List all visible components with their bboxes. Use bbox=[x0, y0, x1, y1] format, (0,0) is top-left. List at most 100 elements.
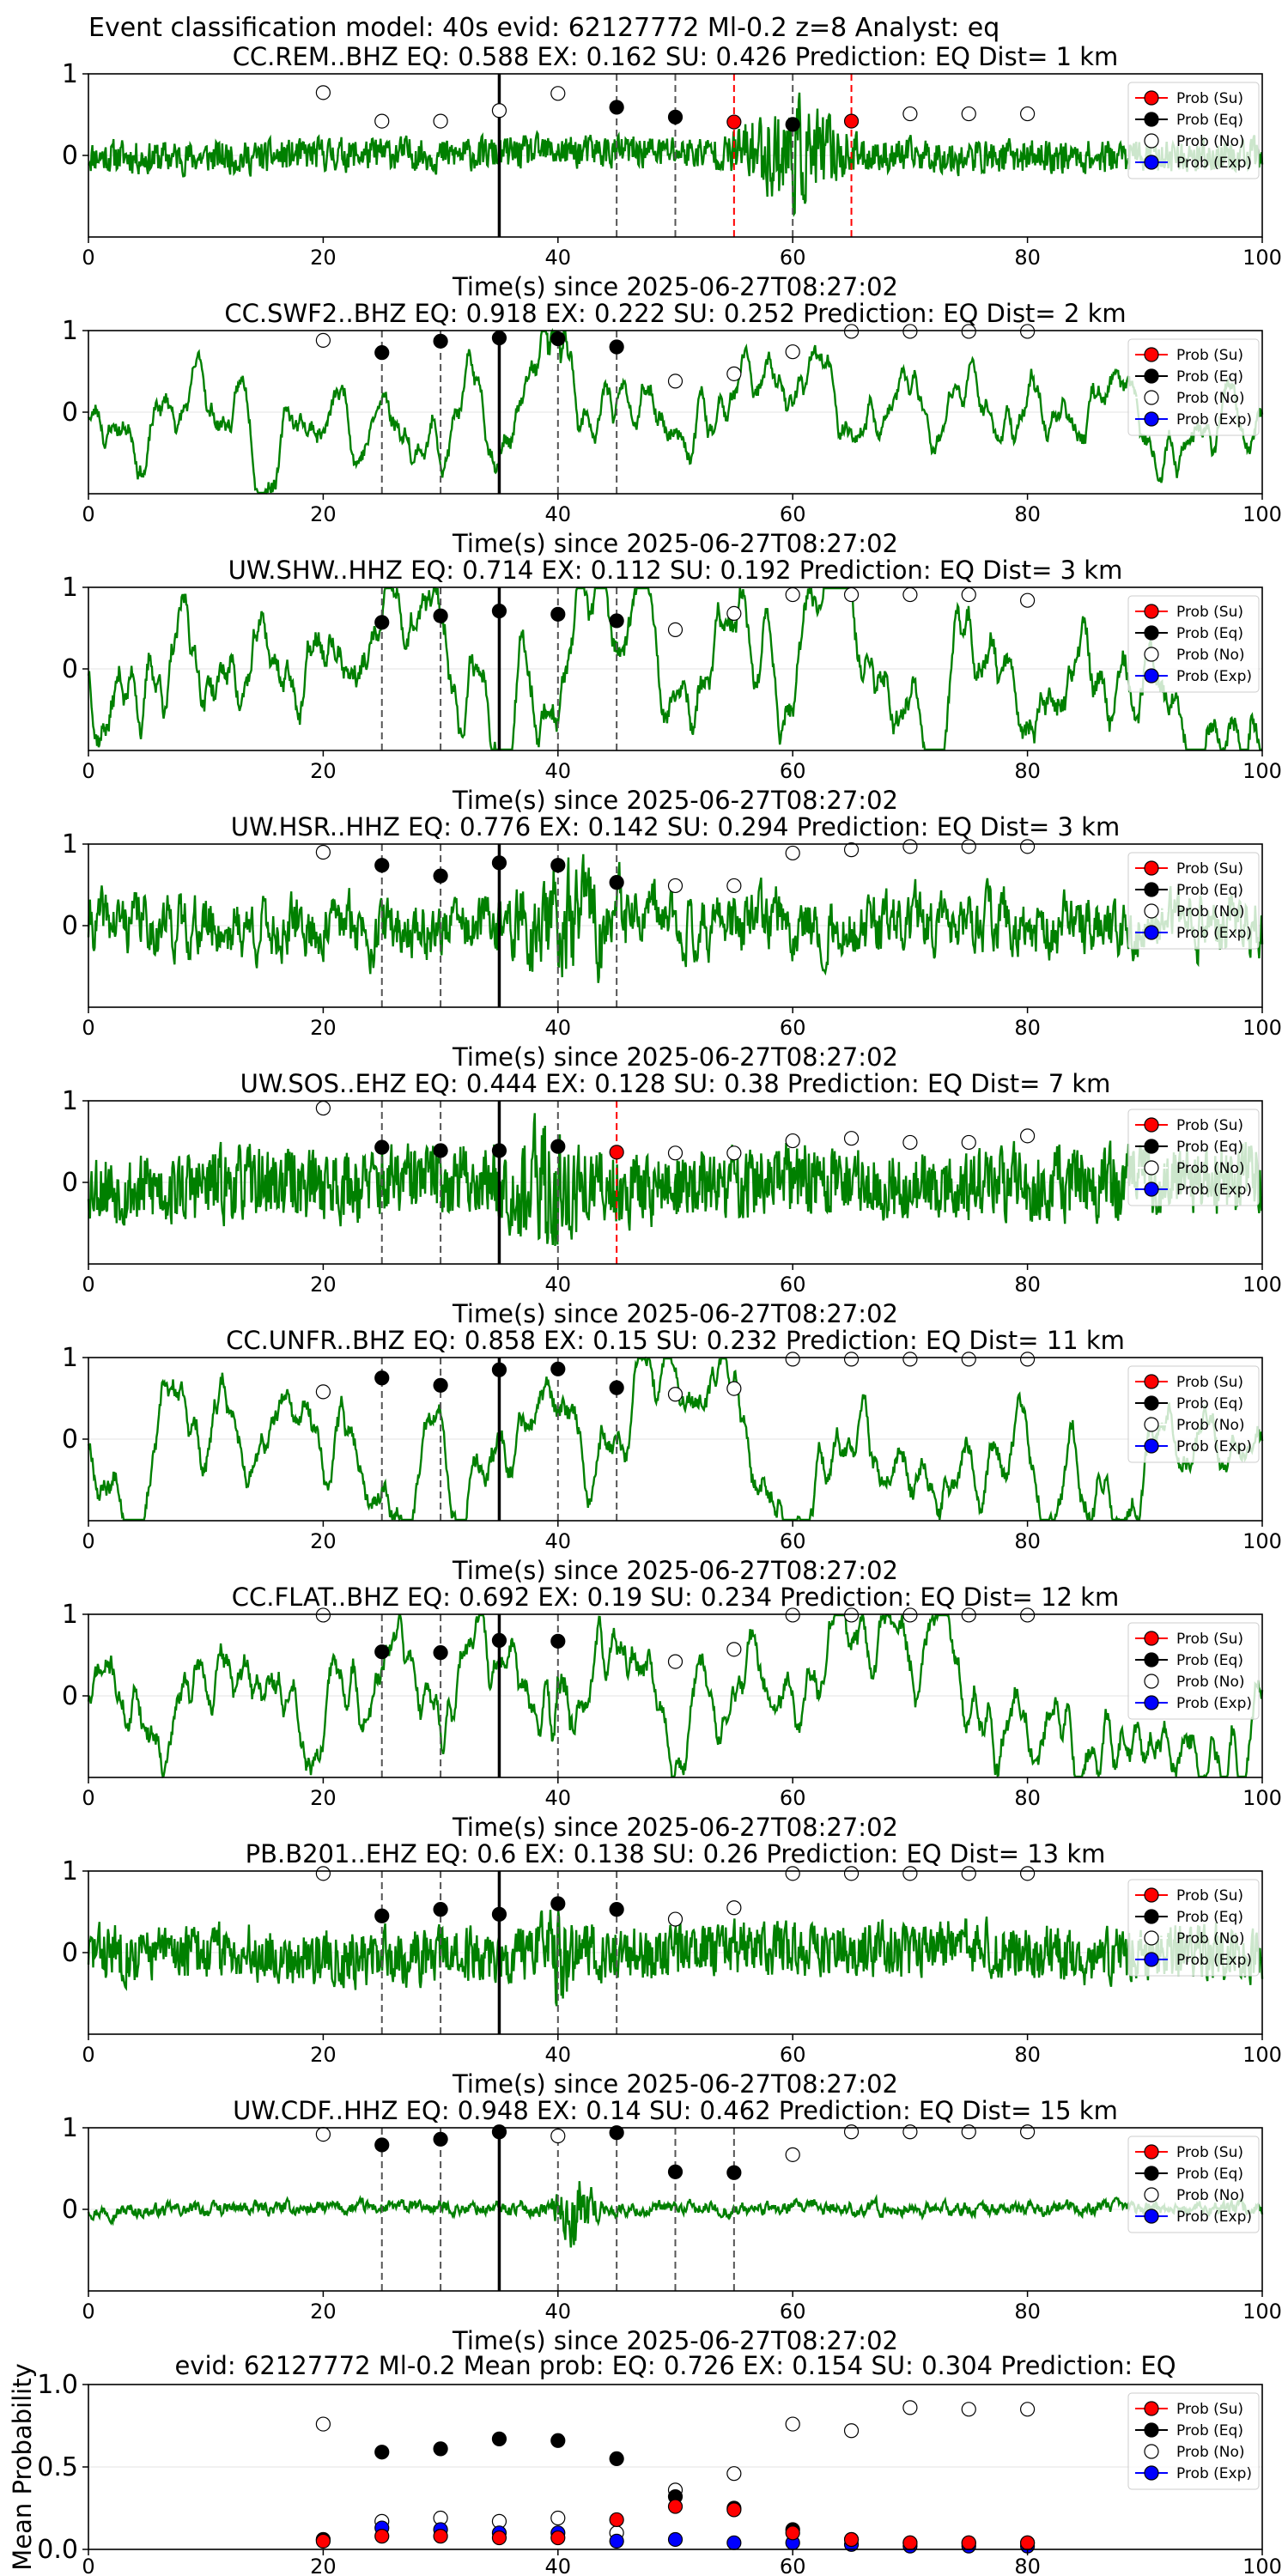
prob-eq-point bbox=[550, 1139, 566, 1154]
legend-box bbox=[1127, 1622, 1260, 1720]
legend-label: Prob (Exp) bbox=[1176, 1438, 1252, 1455]
prob-eq-point bbox=[374, 615, 390, 630]
y-tick-label: 0 bbox=[62, 141, 78, 171]
prob-no-point bbox=[1019, 2124, 1036, 2140]
prob-su-point bbox=[843, 113, 860, 129]
y-tick-label: 1 bbox=[62, 1086, 78, 1116]
prob-no-point bbox=[785, 1352, 800, 1367]
prob-no-point bbox=[726, 1145, 742, 1161]
prob-no-point bbox=[550, 2128, 566, 2144]
x-tick-label: 80 bbox=[1014, 759, 1041, 783]
x-tick-label: 0 bbox=[82, 1786, 94, 1810]
prob-no-point bbox=[374, 113, 390, 129]
prob-eq-point bbox=[374, 1370, 390, 1386]
panel-UW.CDF..HHZ: 0 20 40 60 80 100 1 0 UW.CDF..HHZ EQ: 0.948 EX: … bbox=[62, 2096, 1282, 2355]
panel-title: UW.SOS..EHZ EQ: 0.444 EX: 0.128 SU: 0.38… bbox=[240, 1069, 1111, 1098]
legend-marker bbox=[1144, 1117, 1159, 1133]
legend-label: Prob (Exp) bbox=[1176, 2465, 1252, 2482]
legend-label: Prob (No) bbox=[1176, 1674, 1245, 1691]
mean-point-prob-su- bbox=[902, 2535, 918, 2550]
panel-title: UW.HSR..HHZ EQ: 0.776 EX: 0.142 SU: 0.29… bbox=[231, 812, 1120, 841]
prob-no-point bbox=[843, 586, 860, 603]
prob-no-point bbox=[902, 1866, 918, 1881]
prob-eq-point bbox=[550, 1633, 566, 1649]
prob-no-point bbox=[1019, 1607, 1036, 1623]
prob-no-point bbox=[902, 586, 918, 603]
x-axis-label: Time(s) since 2025-06-27T08:27:02 bbox=[452, 1299, 898, 1328]
mean-point-prob-eq- bbox=[374, 2445, 390, 2460]
legend-box bbox=[1127, 338, 1260, 436]
prob-eq-point bbox=[667, 109, 683, 125]
prob-eq-point bbox=[609, 1380, 624, 1395]
x-tick-label: 40 bbox=[545, 2043, 572, 2067]
prob-eq-point bbox=[374, 345, 390, 361]
prob-eq-point bbox=[550, 1896, 566, 1911]
legend-marker bbox=[1144, 411, 1159, 427]
x-tick-label: 60 bbox=[780, 1016, 806, 1040]
x-axis-label: Time(s) since 2025-06-27T08:27:02 bbox=[452, 529, 898, 558]
x-tick-label: 20 bbox=[310, 1529, 337, 1553]
y-tick-label: 1 bbox=[62, 1856, 78, 1886]
prob-eq-point bbox=[609, 613, 624, 629]
prob-eq-point bbox=[491, 855, 507, 871]
legend-box bbox=[1127, 82, 1260, 179]
x-tick-label: 40 bbox=[545, 2555, 572, 2576]
x-tick-label: 40 bbox=[545, 1273, 572, 1297]
y-tick-label: 1 bbox=[62, 1343, 78, 1373]
x-tick-label: 20 bbox=[310, 1786, 337, 1810]
prob-no-point bbox=[726, 605, 742, 622]
prob-no-point bbox=[315, 1607, 331, 1623]
mean-point-prob-su- bbox=[374, 2529, 390, 2544]
x-tick-label: 100 bbox=[1242, 1529, 1282, 1553]
prob-no-point bbox=[550, 86, 566, 101]
x-tick-label: 20 bbox=[310, 759, 337, 783]
prob-no-point bbox=[785, 586, 800, 603]
waveform-trace bbox=[87, 586, 1262, 751]
x-tick-label: 60 bbox=[780, 1529, 806, 1553]
legend-box bbox=[1127, 1109, 1260, 1206]
x-tick-label: 40 bbox=[545, 1016, 572, 1040]
legend-marker bbox=[1144, 925, 1159, 940]
legend-marker bbox=[1144, 2444, 1159, 2459]
x-axis-label: Time(s) since 2025-06-27T08:27:02 bbox=[452, 1813, 898, 1842]
y-tick-label: 0.0 bbox=[37, 2535, 78, 2565]
y-tick-label: 1 bbox=[62, 573, 78, 603]
mean-point-prob-eq- bbox=[433, 2441, 448, 2457]
legend-marker bbox=[1144, 2208, 1159, 2224]
prob-eq-point bbox=[609, 875, 624, 890]
prob-eq-point bbox=[785, 117, 800, 132]
prob-no-point bbox=[785, 2147, 800, 2162]
legend-label: Prob (No) bbox=[1176, 133, 1245, 150]
waveform-trace bbox=[87, 1113, 1263, 1247]
y-tick-label: 1.0 bbox=[37, 2370, 78, 2400]
legend-label: Prob (Eq) bbox=[1176, 1139, 1243, 1156]
prob-no-point bbox=[961, 1134, 976, 1151]
mean-point-prob-su- bbox=[843, 2531, 860, 2548]
legend-label: Prob (No) bbox=[1176, 1930, 1245, 1947]
prob-no-point bbox=[961, 839, 976, 854]
x-tick-label: 0 bbox=[82, 1529, 94, 1553]
prob-eq-point bbox=[667, 2164, 683, 2179]
legend-marker bbox=[1144, 1139, 1159, 1154]
y-tick-label: 0 bbox=[62, 2195, 78, 2225]
mean-point-prob-su- bbox=[785, 2525, 800, 2541]
legend-box bbox=[1127, 2136, 1260, 2233]
prob-no-point bbox=[1019, 324, 1036, 339]
legend-marker bbox=[1144, 2401, 1159, 2416]
legend-marker bbox=[1144, 112, 1159, 127]
x-tick-label: 80 bbox=[1014, 1529, 1041, 1553]
y-tick-label: 0.5 bbox=[37, 2452, 78, 2482]
legend-marker bbox=[1144, 604, 1159, 619]
prob-no-point bbox=[843, 1866, 860, 1881]
mean-point-prob-eq- bbox=[550, 2433, 566, 2448]
panel-title: CC.UNFR..BHZ EQ: 0.858 EX: 0.15 SU: 0.23… bbox=[226, 1326, 1125, 1355]
legend-label: Prob (Su) bbox=[1176, 2144, 1243, 2161]
prob-no-point bbox=[726, 1900, 742, 1916]
prob-no-point bbox=[843, 2124, 860, 2140]
prob-no-point bbox=[315, 1384, 331, 1400]
x-tick-label: 60 bbox=[780, 246, 806, 270]
legend-marker bbox=[1144, 390, 1159, 405]
legend-label: Prob (Eq) bbox=[1176, 2166, 1243, 2183]
prob-no-point bbox=[785, 344, 800, 360]
waveform-trace bbox=[87, 2181, 1264, 2248]
